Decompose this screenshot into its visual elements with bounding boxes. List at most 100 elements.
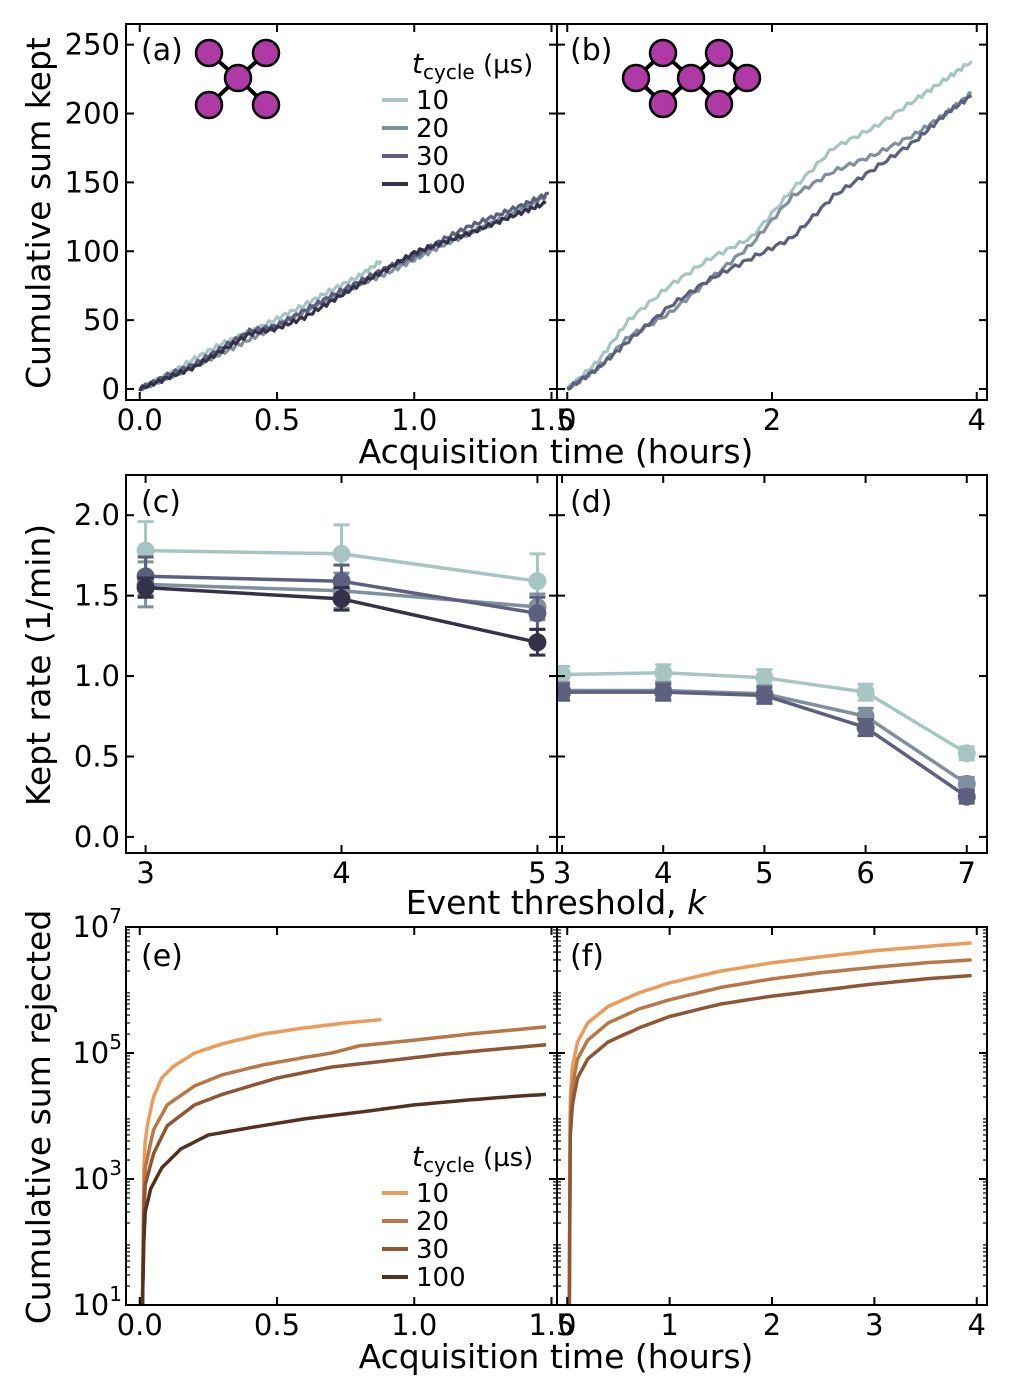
legend-kept-title: tcycle (µs) — [412, 47, 533, 84]
panel-b-series-10-line — [565, 60, 973, 390]
panel-c-ytick-label: 2.0 — [74, 498, 120, 532]
panel-f-xtick-label: 1 — [660, 1308, 678, 1342]
row3-x-label: Acquisition time (hours) — [359, 1337, 754, 1376]
panel-a-plot — [138, 191, 549, 392]
panel-b-series-20-line — [566, 91, 972, 391]
panel-f-label: (f) — [570, 939, 604, 974]
qubit-node — [704, 38, 734, 68]
panel-c-series-100-point — [528, 633, 547, 652]
legend-kept-entry: 20 — [416, 114, 449, 144]
panel-e-ytick-exponent: 1 — [109, 1282, 122, 1306]
panel-e-ytick-label: 107 — [72, 904, 122, 944]
panel-d-plot — [557, 663, 976, 806]
panel-c-label: (c) — [141, 485, 181, 520]
panel-d-series-30-point — [557, 683, 572, 702]
panel-a-ytick-label: 0 — [102, 372, 120, 406]
panel-c-xtick-label: 3 — [136, 856, 154, 890]
panel-d-axes: 3 4 5 6 7 (d) — [553, 474, 988, 890]
panel-a-label: (a) — [141, 33, 183, 68]
row1-x-label: Acquisition time (hours) — [359, 432, 754, 471]
panel-f-axes: 0 1 2 3 4 (f) — [556, 926, 988, 1342]
panel-c-ytick-label: 1.0 — [74, 659, 120, 693]
panel-a-xtick-label: 0.5 — [254, 403, 300, 437]
panel-d-series-10-point — [856, 683, 875, 702]
panel-d-xtick-label: 7 — [958, 856, 976, 890]
panel-a-xtick-label: 1.0 — [391, 403, 437, 437]
panel-e-series-10-line — [140, 1017, 382, 1305]
qubit-node — [621, 63, 651, 93]
panel-c-xtick-label: 4 — [332, 856, 350, 890]
panel-d-xtick-label: 6 — [856, 856, 874, 890]
panel-f-series-10-line — [567, 941, 972, 1305]
panel-a-series-10-line — [138, 259, 383, 391]
panel-e-label: (e) — [141, 939, 183, 974]
legend-rejected-entry: 30 — [416, 1235, 449, 1265]
panel-c-ytick-label: 1.5 — [74, 579, 120, 613]
qubit-node — [251, 90, 281, 120]
panel-d-xtick-label: 4 — [654, 856, 672, 890]
qubit-node — [648, 89, 678, 119]
panel-b-plot — [565, 60, 973, 391]
panel-d-series-20-point — [957, 774, 976, 793]
panel-b-xtick-label: 4 — [968, 403, 986, 437]
panel-d-series-10-point — [557, 665, 572, 684]
panel-f-series-30-line — [567, 973, 972, 1305]
panel-a-ytick-label: 50 — [83, 303, 120, 337]
panel-e-xtick-label: 0.0 — [117, 1308, 163, 1342]
panel-d-series-30-point — [654, 683, 673, 702]
panel-f-xtick-label: 4 — [968, 1308, 986, 1342]
row2-x-label-k: k — [687, 883, 708, 922]
panel-e-ytick-exponent: 5 — [109, 1030, 122, 1054]
qubit-node — [194, 90, 224, 120]
row3-y-label: Cumulative sum rejected — [19, 910, 58, 1325]
panel-e-series-30-line — [140, 1043, 547, 1305]
panel-e-xtick-label: 1.5 — [528, 1308, 574, 1342]
panel-b-xtick-label: 2 — [763, 403, 781, 437]
panel-d-xtick-label: 3 — [553, 856, 571, 890]
panel-f-xtick-label: 0 — [558, 1308, 576, 1342]
row2-x-label-text: Event threshold, — [406, 883, 687, 922]
panel-a-ytick-label: 150 — [65, 165, 120, 199]
row2-x-label: Event threshold, k — [406, 883, 708, 922]
panel-c-series-100-point — [332, 589, 351, 608]
panel-d-series-10-point — [957, 744, 976, 763]
lattice-icon-a — [194, 38, 281, 120]
panel-c-xtick-label: 5 — [528, 856, 546, 890]
qubit-node — [732, 63, 762, 93]
panel-a-series-100-line — [138, 200, 547, 392]
legend-kept-entry: 10 — [416, 86, 449, 116]
qubit-node — [648, 38, 678, 68]
panel-b-axes: 0 2 4 (b) — [556, 23, 988, 437]
panel-c-series-10-point — [136, 541, 155, 560]
legend-rejected-entry: 100 — [416, 1263, 466, 1293]
legend-rejected-title: tcycle (µs) — [412, 1140, 533, 1177]
data-lines — [136, 60, 976, 1305]
panel-c-series-30-point — [528, 604, 547, 623]
panel-f-plot — [567, 941, 972, 1305]
panel-a-ytick-label: 200 — [65, 97, 120, 131]
panel-d-frame — [556, 474, 988, 854]
panel-d-series-30-point — [856, 718, 875, 737]
lattice-icon-b — [621, 38, 762, 119]
qubit-node — [194, 38, 224, 68]
panel-e-ytick-label: 103 — [72, 1156, 122, 1196]
panel-b-xtick-label: 0 — [558, 403, 576, 437]
text-layer: Acquisition time (hours) Event threshold… — [19, 37, 753, 1376]
qubit-node — [251, 38, 281, 68]
panel-c-series-10-point — [528, 572, 547, 591]
qubit-node — [704, 89, 734, 119]
panel-c-ytick-label: 0.0 — [74, 820, 120, 854]
panel-d-xtick-label: 5 — [755, 856, 773, 890]
panel-f-xtick-label: 2 — [763, 1308, 781, 1342]
panel-d-series-10-point — [654, 663, 673, 682]
panel-b-series-30-line — [566, 94, 973, 391]
panel-a-ytick-label: 100 — [65, 234, 120, 268]
legend-kept-entry: 30 — [416, 142, 449, 172]
panel-d-series-10-point — [755, 668, 774, 687]
panel-e-xtick-label: 1.0 — [391, 1308, 437, 1342]
